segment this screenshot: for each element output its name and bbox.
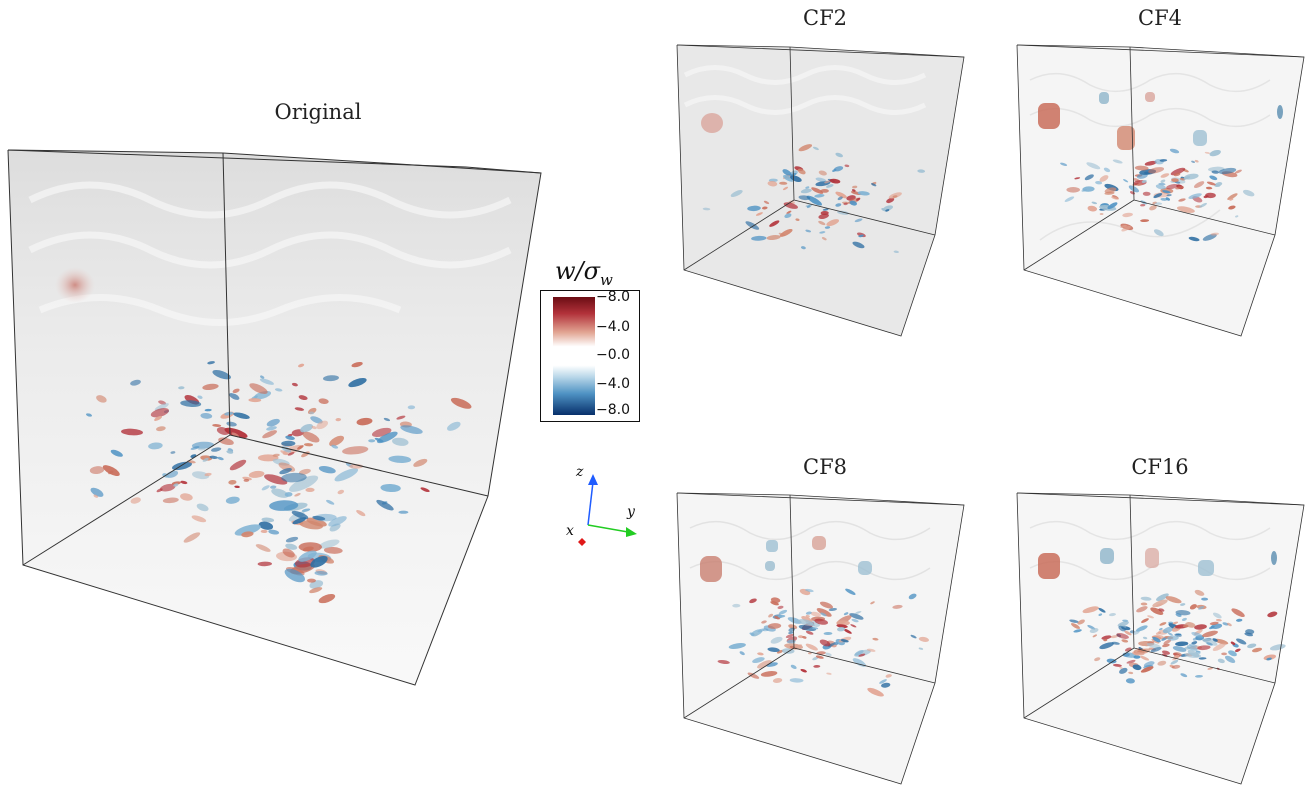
colorbar-tick: −4.0 — [596, 319, 630, 335]
original-volume-render — [0, 140, 560, 690]
colorbar-gradient — [553, 297, 595, 415]
colorbar: −8.0 −4.0 −0.0 −4.0 −8.0 — [540, 290, 640, 422]
colorbar-title: w/σw — [555, 257, 613, 289]
cf8-volume-render — [670, 488, 970, 787]
x-axis-label: x — [566, 523, 574, 539]
panel-title-original: Original — [258, 100, 378, 124]
z-axis-label: z — [575, 464, 584, 480]
colorbar-tick: −0.0 — [596, 347, 630, 363]
y-axis-label: y — [626, 504, 636, 520]
y-axis-arrow — [588, 525, 628, 532]
vortex-blob — [368, 439, 375, 442]
vortex-blob — [1133, 655, 1140, 658]
vortex-blob — [1066, 187, 1080, 193]
colorbar-tick: −8.0 — [596, 289, 630, 305]
z-axis-arrowhead — [588, 474, 598, 485]
axes-triad: z y x — [560, 460, 650, 550]
cf2-volume-render — [670, 40, 970, 340]
cf16-volume-render — [1010, 488, 1310, 787]
colorbar-tick: −4.0 — [596, 376, 630, 392]
panel-title-cf4: CF4 — [1110, 6, 1210, 30]
colorbar-title-subscript: w — [600, 271, 613, 289]
vortex-blob — [1221, 653, 1227, 656]
y-axis-arrowhead — [626, 527, 637, 537]
panel-title-cf2: CF2 — [775, 6, 875, 30]
vortex-blob — [398, 511, 408, 514]
x-axis-arrowhead — [578, 538, 586, 546]
colorbar-title-text: w/σ — [555, 257, 600, 285]
panel-title-cf8: CF8 — [775, 455, 875, 479]
cf4-volume-render — [1010, 40, 1310, 340]
vortex-blob — [299, 542, 322, 551]
z-axis-arrow — [588, 482, 593, 525]
colorbar-tick: −8.0 — [596, 402, 630, 418]
panel-title-cf16: CF16 — [1110, 455, 1210, 479]
